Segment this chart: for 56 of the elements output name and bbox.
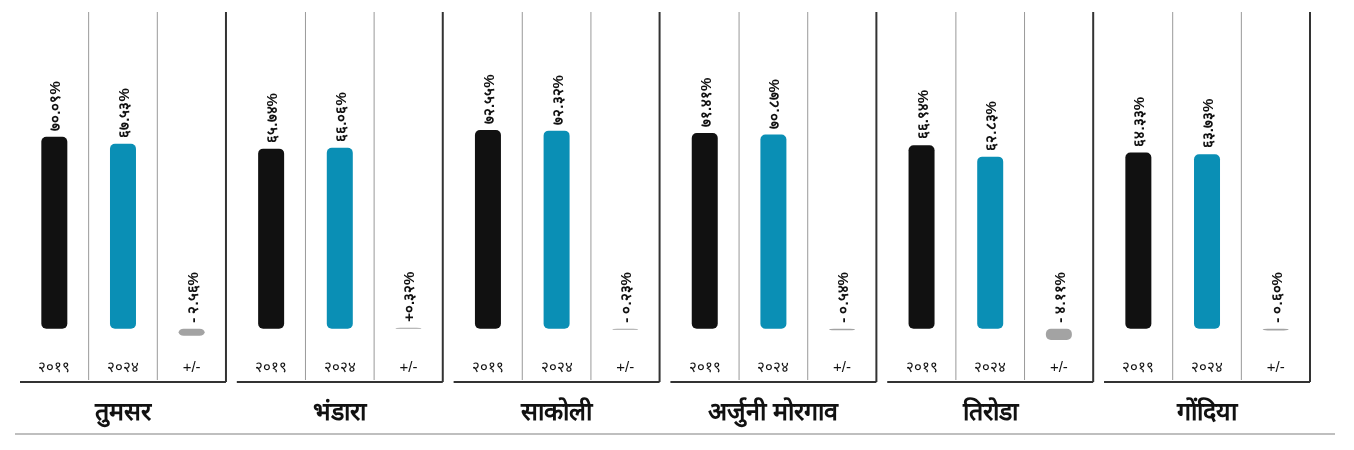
text: २०१९	[688, 358, 721, 375]
bar	[1194, 154, 1221, 329]
series-label: +/-	[1049, 358, 1068, 375]
bar	[109, 143, 136, 329]
text: २०२४	[757, 358, 790, 375]
data-label: +०.३२%	[400, 271, 418, 322]
text: २०२४	[540, 358, 573, 375]
data-label: ६२.८३%	[982, 101, 1000, 151]
data-label: ६६.९४%	[913, 89, 931, 140]
bar	[1125, 152, 1152, 329]
data-label: ६४.३३%	[1130, 97, 1148, 147]
text: २०१९	[1122, 358, 1155, 375]
text: +/-	[616, 358, 635, 375]
data-label: ७०.८७%	[765, 79, 783, 129]
bar	[543, 130, 570, 329]
text: +/-	[1266, 358, 1285, 375]
data-label: ७१.४१%	[696, 77, 714, 128]
text: +/-	[399, 358, 418, 375]
bar	[474, 130, 501, 329]
bar	[977, 156, 1004, 329]
x-tick-label: भंडारा	[313, 397, 369, 425]
text: २०२४	[323, 358, 356, 375]
text: २०२४	[974, 358, 1007, 375]
series-label: २०२४	[106, 358, 139, 375]
data-label: ६६.०६%	[331, 92, 349, 142]
bar	[691, 133, 718, 329]
data-label: - ४.११%	[1050, 272, 1068, 323]
data-label: - २.५६%	[183, 272, 201, 323]
data-label: ६७.५३%	[114, 88, 132, 138]
text: +/-	[182, 358, 201, 375]
data-label: - ०.६०%	[1267, 272, 1285, 323]
text: २०१९	[38, 358, 71, 375]
data-label: ७२.३२%	[548, 75, 566, 125]
bar	[760, 134, 787, 329]
data-label: ६३.७३%	[1199, 98, 1217, 149]
x-tick-label: तिरोडा	[961, 397, 1020, 425]
bar	[326, 147, 353, 329]
bar	[908, 145, 935, 329]
x-tick-label: गोंदिया	[1176, 397, 1240, 425]
data-label: - ०.५४%	[834, 272, 852, 323]
bar	[41, 136, 68, 329]
bar	[178, 328, 205, 336]
x-tick-label: साकोली	[520, 397, 595, 425]
data-label: ६५.७४%	[263, 93, 281, 143]
data-label: - ०.२३%	[617, 272, 635, 323]
series-label: २०१९	[905, 358, 938, 375]
data-label: ७२.५५%	[479, 74, 497, 124]
text: २०२४	[1191, 358, 1224, 375]
text: +/-	[833, 358, 852, 375]
x-tick-label: अर्जुनी मोरगाव	[708, 397, 840, 428]
text: २०१९	[255, 358, 288, 375]
text: २०१९	[471, 358, 504, 375]
data-label: ७०.०९%	[46, 81, 64, 131]
bar	[258, 148, 285, 329]
x-tick-label: तुमसर	[93, 397, 153, 428]
bar	[1045, 328, 1072, 340]
